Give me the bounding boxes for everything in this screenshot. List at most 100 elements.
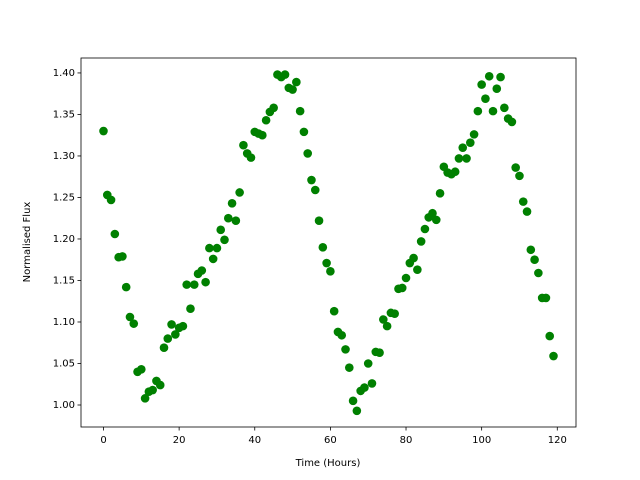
- point: [261, 115, 271, 125]
- point: [454, 154, 464, 163]
- point: [182, 280, 191, 289]
- point: [458, 143, 468, 152]
- point: [137, 365, 146, 374]
- point: [420, 224, 430, 234]
- point: [390, 309, 399, 318]
- point: [549, 351, 558, 361]
- point: [314, 216, 324, 226]
- y-tick-label: 1.40: [53, 68, 75, 79]
- point: [473, 106, 483, 116]
- point: [507, 117, 517, 127]
- point: [159, 343, 169, 353]
- point: [322, 258, 331, 268]
- point: [231, 216, 241, 226]
- x-tick-label: 60: [324, 435, 337, 446]
- x-tick-label: 80: [400, 435, 413, 446]
- point: [462, 154, 471, 163]
- point: [341, 345, 350, 354]
- point: [545, 331, 555, 341]
- point: [121, 282, 131, 292]
- y-tick-label: 1.25: [53, 192, 75, 203]
- x-tick-label: 120: [548, 435, 567, 446]
- point: [477, 80, 486, 89]
- point: [352, 406, 362, 416]
- y-tick-label: 1.10: [53, 317, 75, 328]
- point: [450, 167, 460, 177]
- point: [269, 103, 278, 113]
- point: [375, 348, 384, 358]
- point: [397, 283, 407, 293]
- y-tick-label: 1.35: [53, 109, 75, 120]
- point: [178, 321, 188, 331]
- point: [280, 70, 290, 79]
- point: [99, 126, 108, 136]
- point: [409, 253, 418, 263]
- y-tick-label: 1.15: [53, 275, 75, 286]
- point: [329, 306, 339, 316]
- x-axis-label: Time (Hours): [295, 458, 361, 469]
- point: [318, 242, 328, 252]
- point: [484, 71, 494, 81]
- point: [106, 195, 116, 205]
- point: [310, 185, 320, 195]
- plot-frame: [80, 57, 577, 428]
- point: [344, 363, 354, 372]
- point: [246, 153, 256, 162]
- point: [481, 94, 490, 103]
- y-tick-label: 1.20: [53, 234, 75, 245]
- point: [511, 163, 520, 172]
- point: [125, 312, 135, 322]
- point: [258, 130, 267, 140]
- point: [492, 84, 502, 94]
- point: [216, 225, 226, 235]
- point: [140, 394, 150, 403]
- x-tick-label: 100: [472, 435, 491, 446]
- point: [337, 330, 347, 340]
- point: [186, 304, 195, 314]
- point: [413, 265, 422, 274]
- point: [220, 235, 229, 245]
- point: [541, 293, 551, 303]
- y-tick-label: 1.00: [53, 400, 75, 411]
- point: [466, 138, 475, 147]
- point: [428, 208, 437, 218]
- point: [469, 130, 479, 139]
- point: [496, 72, 505, 82]
- point: [223, 213, 233, 223]
- point: [526, 245, 536, 255]
- point: [363, 359, 373, 368]
- point: [303, 149, 313, 158]
- point: [360, 383, 369, 392]
- point: [435, 189, 445, 198]
- point: [382, 321, 392, 331]
- point: [189, 280, 199, 289]
- point: [522, 207, 532, 216]
- point: [416, 237, 426, 246]
- point: [201, 277, 210, 287]
- point: [295, 106, 305, 116]
- point: [163, 334, 173, 343]
- point: [292, 77, 301, 87]
- point: [208, 254, 218, 264]
- point: [167, 320, 176, 329]
- y-tick-label: 1.05: [53, 358, 75, 369]
- point: [148, 385, 157, 395]
- point: [235, 188, 244, 197]
- point: [171, 330, 180, 339]
- point: [518, 197, 528, 206]
- point: [227, 198, 237, 208]
- x-tick-label: 0: [100, 435, 106, 446]
- point: [326, 267, 335, 276]
- point: [534, 268, 543, 278]
- point: [530, 255, 539, 265]
- point: [488, 106, 498, 116]
- point: [500, 103, 509, 113]
- x-tick-label: 40: [248, 435, 261, 446]
- point: [197, 266, 207, 275]
- y-tick-label: 1.30: [53, 151, 75, 162]
- point: [129, 319, 139, 328]
- point: [515, 171, 524, 181]
- point: [379, 315, 388, 324]
- y-axis-label: Normalised Flux: [22, 202, 33, 283]
